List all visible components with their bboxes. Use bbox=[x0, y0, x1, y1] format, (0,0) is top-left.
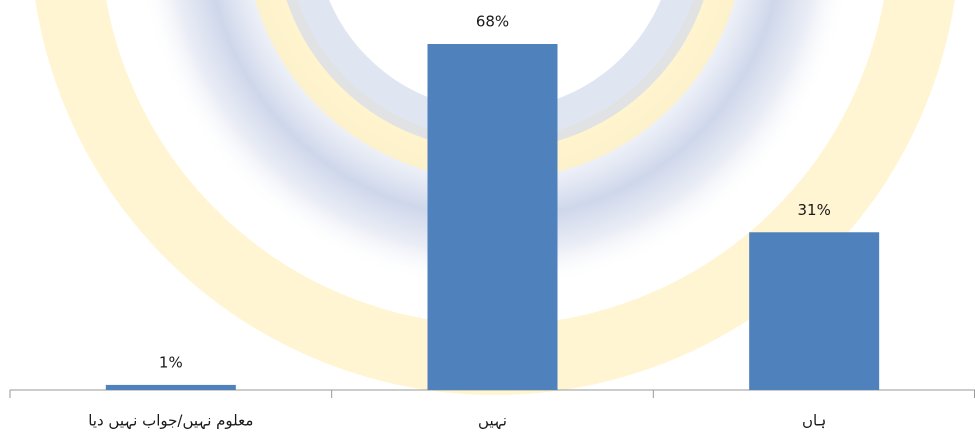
x-tick-label: نہیں bbox=[478, 412, 507, 430]
bar bbox=[427, 44, 558, 390]
value-label: 31% bbox=[797, 201, 830, 219]
bar bbox=[749, 232, 880, 390]
plot-area: 1% معلوم نہیں/جواب نہیں دیا 68% نہیں 31% ہاں bbox=[9, 13, 975, 430]
value-label: 1% bbox=[159, 353, 183, 371]
value-label: 68% bbox=[476, 13, 509, 31]
bar bbox=[105, 384, 236, 390]
x-tick-label: ہاں bbox=[802, 412, 826, 430]
x-tick-label: معلوم نہیں/جواب نہیں دیا bbox=[88, 412, 253, 430]
